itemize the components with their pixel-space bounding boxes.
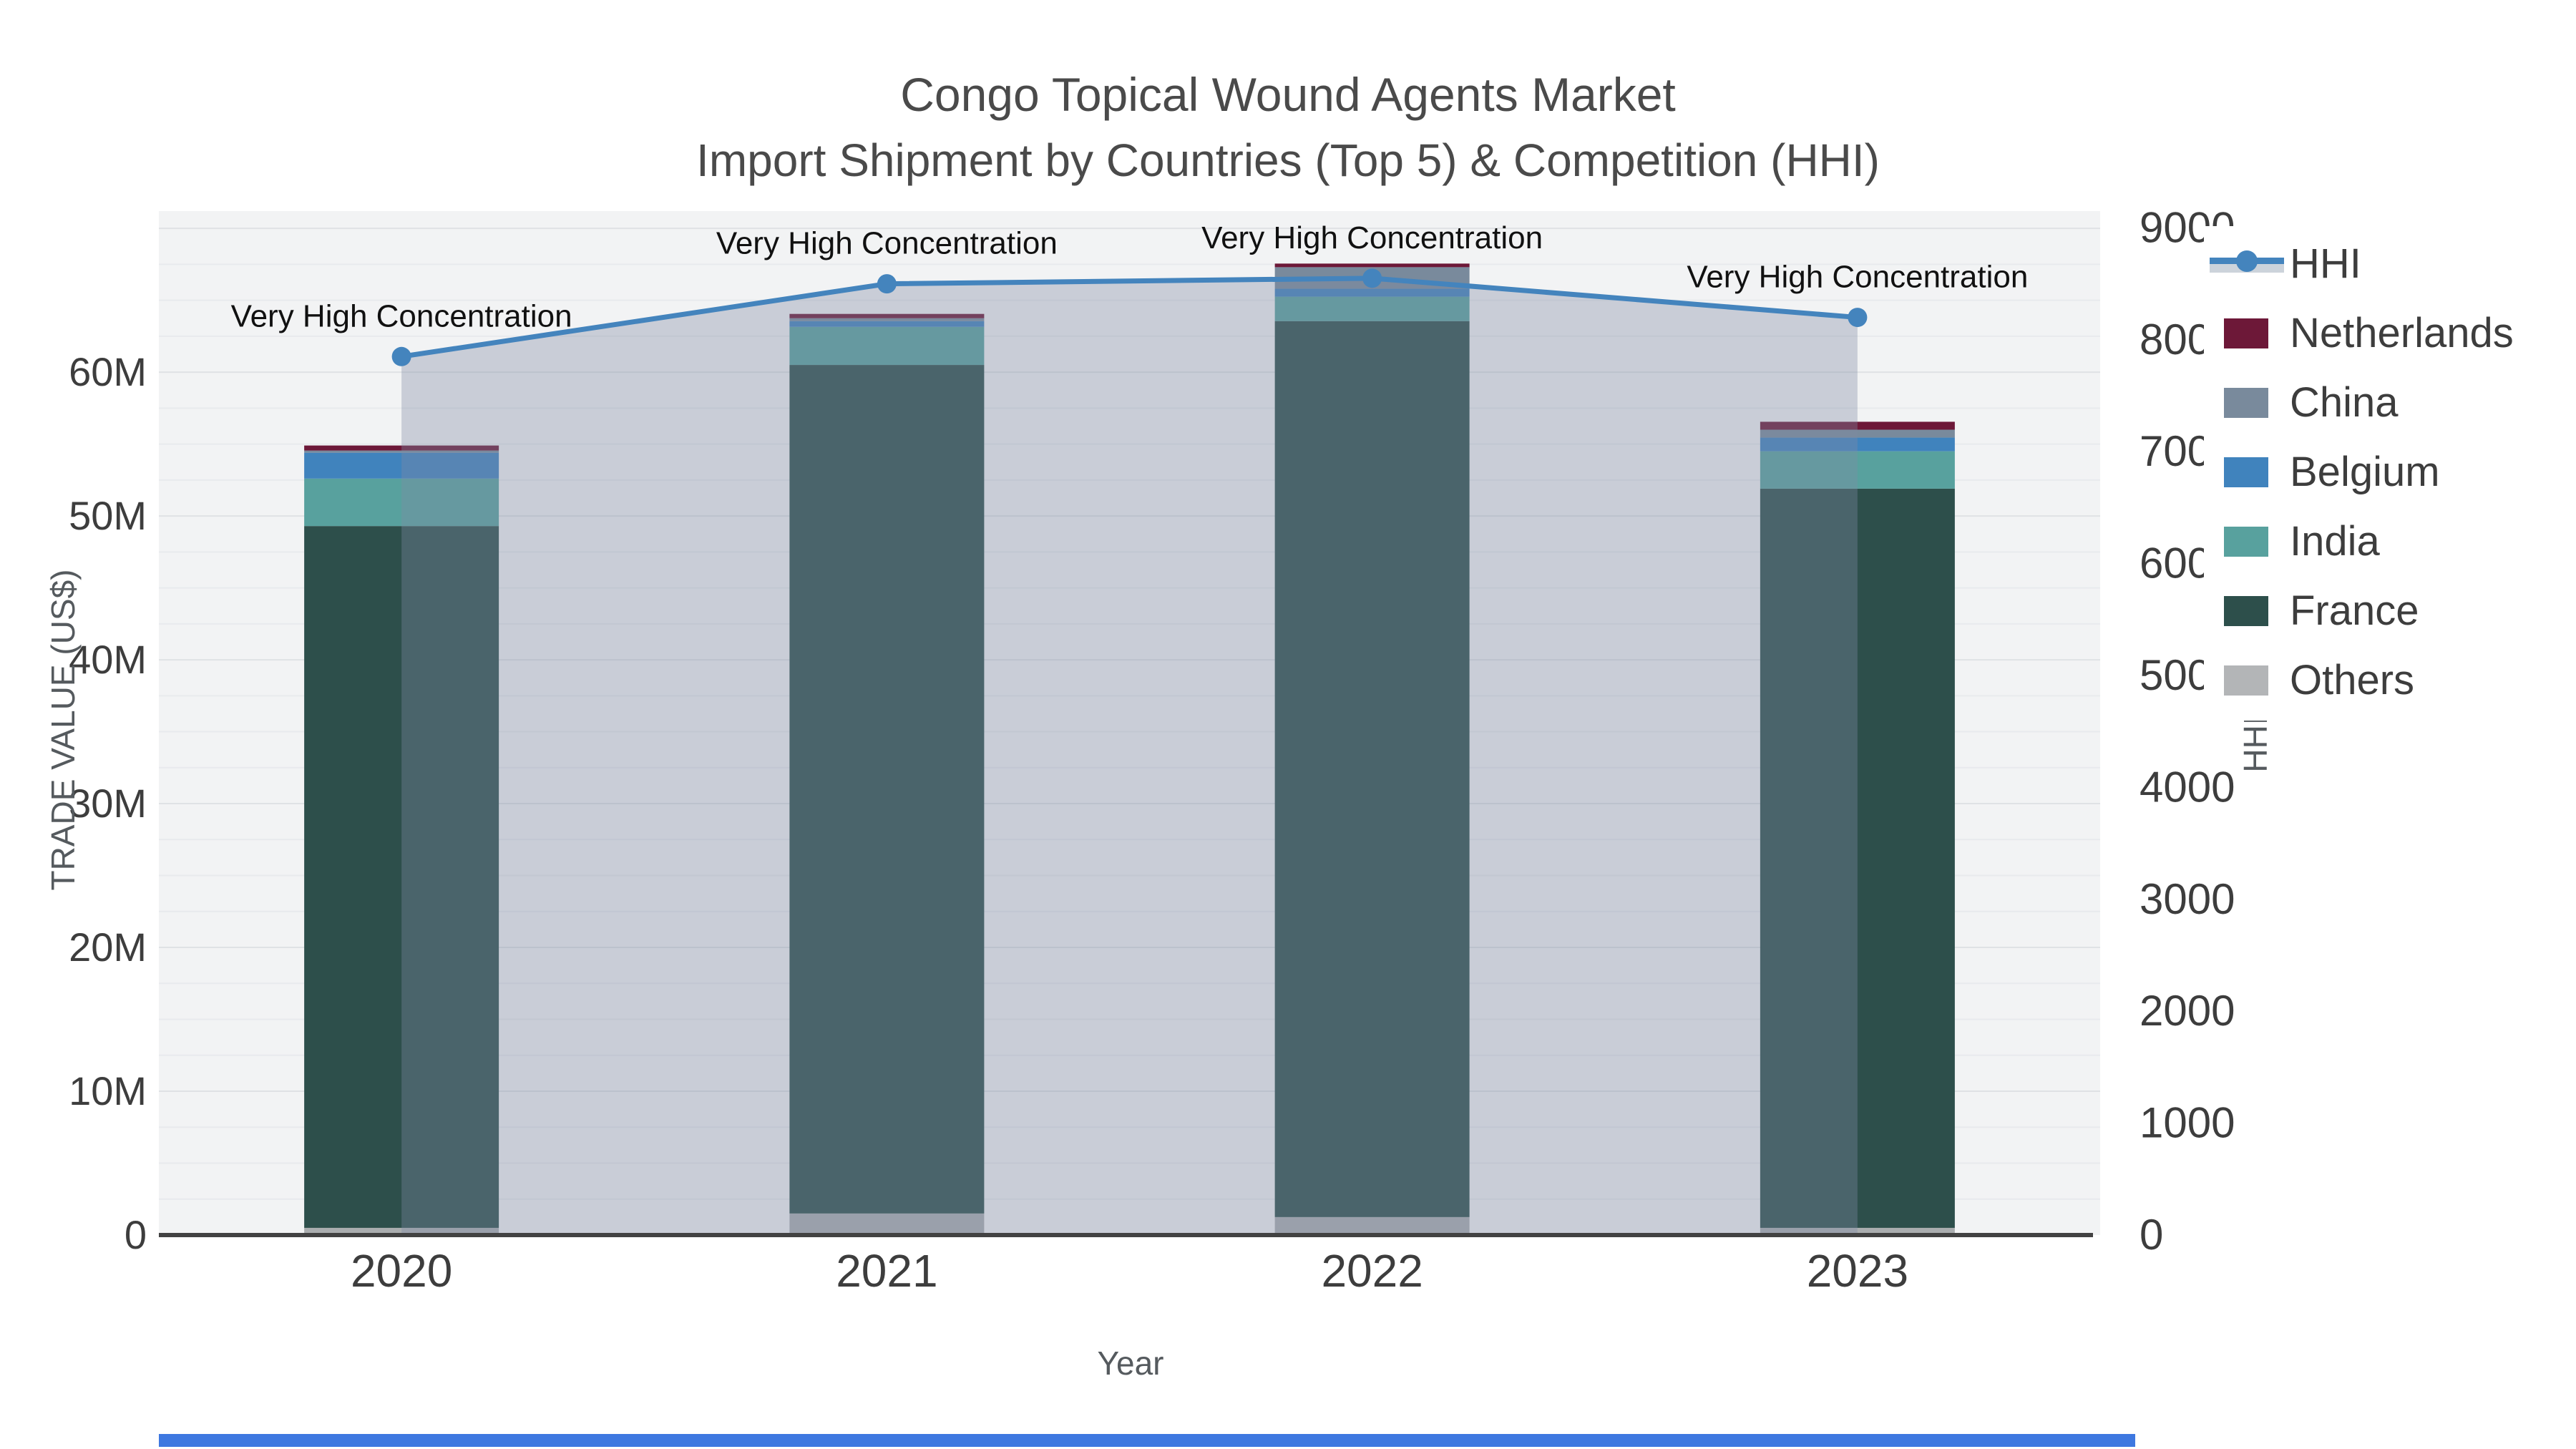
legend-label: France	[2290, 587, 2419, 634]
legend-label: Belgium	[2290, 449, 2440, 495]
hhi-dot	[2236, 250, 2258, 272]
legend-item-france[interactable]: France	[2204, 576, 2576, 645]
hhi-line-icon	[2210, 249, 2284, 279]
y-axis-title-right: HHI	[2237, 716, 2274, 773]
legend-item-india[interactable]: India	[2204, 507, 2576, 576]
annotation-2020: Very High Concentration	[231, 298, 572, 333]
y-axis-title-left: TRADE VALUE (US$)	[44, 569, 82, 891]
legend-label: China	[2290, 379, 2399, 426]
chart-title: Congo Topical Wound Agents Market	[900, 68, 1676, 121]
bar-segment-france-2023[interactable]	[1760, 488, 1955, 1228]
legend-label: HHI	[2290, 240, 2361, 287]
bar-segment-netherlands-2022[interactable]	[1274, 263, 1470, 268]
y-tick-label-right: 1000	[2140, 1099, 2235, 1147]
annotation-2022: Very High Concentration	[1201, 220, 1543, 255]
y-tick-label-left: 30M	[69, 781, 147, 826]
bar-segment-others-2020[interactable]	[304, 1227, 499, 1235]
legend: HHI Netherlands China Belgium India France Oth…	[2204, 226, 2576, 721]
y-tick-label-left: 50M	[69, 493, 147, 538]
legend-item-belgium[interactable]: Belgium	[2204, 437, 2576, 507]
legend-swatch-netherlands	[2224, 318, 2268, 348]
hhi-area	[401, 278, 1858, 1235]
bar-segment-china-2023[interactable]	[1760, 429, 1955, 438]
hhi-marker-2022[interactable]	[1362, 268, 1382, 288]
hhi-marker-2021[interactable]	[877, 274, 897, 294]
legend-swatch-belgium	[2224, 457, 2268, 487]
chart-title-block: Congo Topical Wound Agents Market Import…	[0, 62, 2576, 193]
y-tick-label-right: 3000	[2140, 875, 2235, 923]
y-tick-label-left: 0	[125, 1212, 147, 1257]
bottom-accent-bar	[159, 1434, 2135, 1447]
y-tick-label-left: 40M	[69, 637, 147, 682]
legend-label: Netherlands	[2290, 310, 2514, 356]
bar-segment-india-2020[interactable]	[304, 478, 499, 527]
x-tick-label: 2021	[836, 1245, 937, 1297]
bar-segment-india-2023[interactable]	[1760, 451, 1955, 489]
bar-segment-france-2020[interactable]	[304, 526, 499, 1228]
legend-swatch-india	[2224, 526, 2268, 557]
legend-swatch-china	[2224, 387, 2268, 418]
bar-segment-china-2020[interactable]	[304, 450, 499, 453]
x-tick-label: 2022	[1321, 1245, 1423, 1297]
legend-label: Others	[2290, 657, 2415, 703]
x-tick-label: 2020	[351, 1245, 452, 1297]
x-axis-line	[159, 1233, 2093, 1237]
hhi-line[interactable]	[399, 275, 1860, 359]
annotation-2023: Very High Concentration	[1687, 260, 2028, 295]
legend-item-china[interactable]: China	[2204, 368, 2576, 437]
bar-segment-others-2022[interactable]	[1274, 1216, 1470, 1235]
legend-swatch-others	[2224, 665, 2268, 696]
bar-segment-india-2022[interactable]	[1274, 296, 1470, 321]
bar-segment-netherlands-2020[interactable]	[304, 445, 499, 451]
bar-segment-india-2021[interactable]	[789, 326, 985, 366]
y-tick-label-right: 4000	[2140, 763, 2235, 811]
bar-segment-belgium-2021[interactable]	[789, 321, 985, 327]
bar-segment-belgium-2022[interactable]	[1274, 288, 1470, 297]
legend-item-others[interactable]: Others	[2204, 645, 2576, 715]
y-tick-label-left: 60M	[69, 349, 147, 394]
y-tick-label-left: 10M	[69, 1068, 147, 1113]
hhi-marker-2020[interactable]	[391, 346, 411, 366]
legend-swatch-france	[2224, 595, 2268, 626]
annotation-2021: Very High Concentration	[716, 226, 1058, 261]
bar-segment-belgium-2023[interactable]	[1760, 437, 1955, 452]
legend-item-netherlands[interactable]: Netherlands	[2204, 298, 2576, 368]
y-tick-label-right: 0	[2140, 1211, 2163, 1259]
bar-segment-china-2021[interactable]	[789, 318, 985, 321]
hhi-marker-2023[interactable]	[1848, 308, 1868, 328]
bar-segment-others-2021[interactable]	[789, 1213, 985, 1235]
legend-item-hhi[interactable]: HHI	[2204, 229, 2576, 298]
x-tick-label: 2023	[1807, 1245, 1908, 1297]
bar-segment-netherlands-2023[interactable]	[1760, 421, 1955, 430]
legend-label: India	[2290, 518, 2380, 565]
bar-segment-others-2023[interactable]	[1760, 1227, 1955, 1235]
bar-segment-netherlands-2021[interactable]	[789, 313, 985, 318]
chart-subtitle: Import Shipment by Countries (Top 5) & C…	[696, 135, 1880, 186]
bar-segment-france-2022[interactable]	[1274, 321, 1470, 1217]
bar-segment-france-2021[interactable]	[789, 365, 985, 1214]
bar-segment-belgium-2020[interactable]	[304, 452, 499, 479]
x-axis-title: Year	[1097, 1345, 1164, 1382]
y-tick-label-left: 20M	[69, 924, 147, 970]
y-tick-label-right: 2000	[2140, 987, 2235, 1035]
